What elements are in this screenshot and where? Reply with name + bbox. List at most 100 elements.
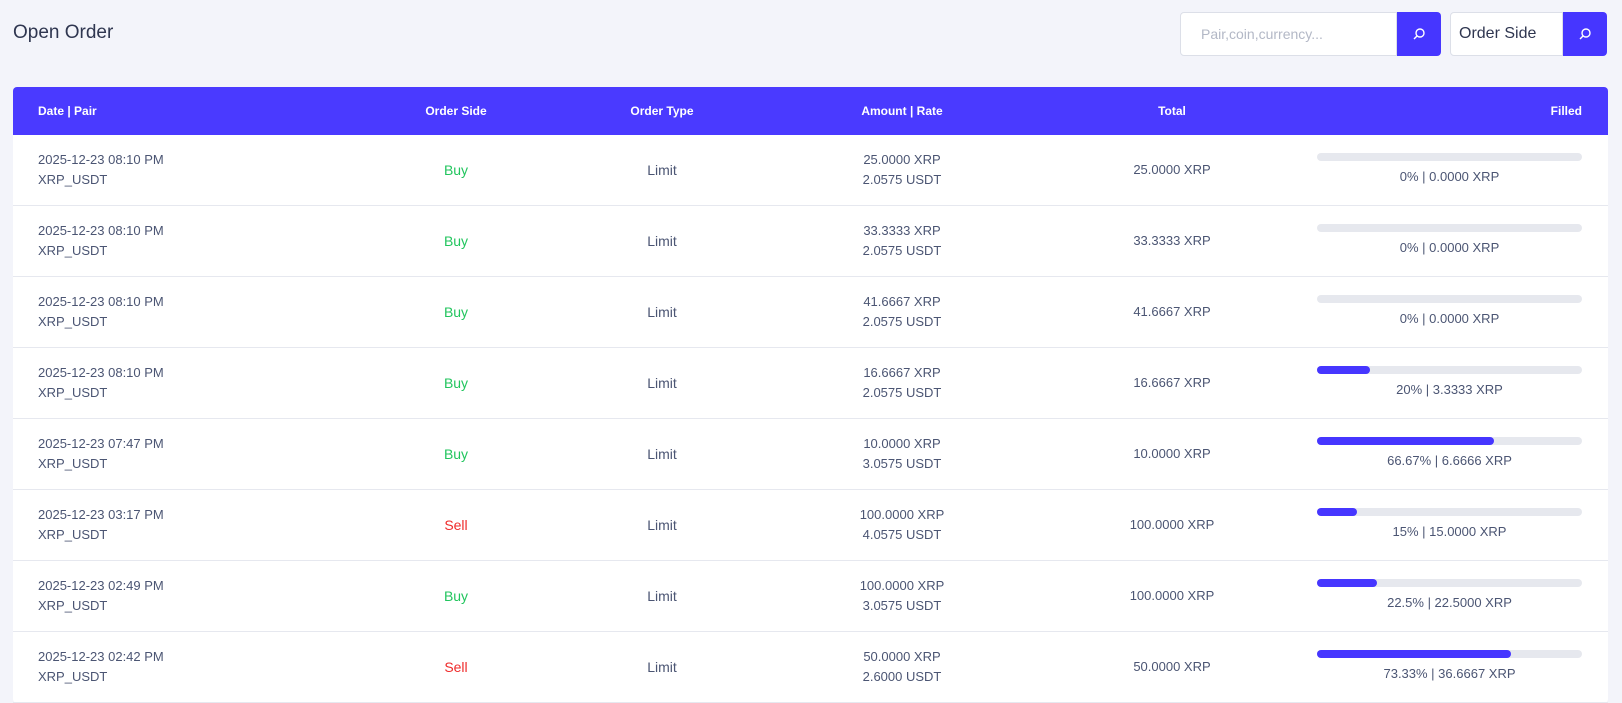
order-pair: XRP_USDT [38, 172, 108, 187]
column-header: Filled [1317, 87, 1582, 135]
date-pair-cell: 2025-12-23 02:42 PM XRP_USDT [38, 632, 164, 702]
filled-label: 22.5% | 22.5000 XRP [1387, 595, 1512, 610]
column-header: Date | Pair [38, 87, 97, 135]
total-cell: 50.0000 XRP [1072, 632, 1272, 702]
order-pair: XRP_USDT [38, 456, 108, 471]
progress-track [1317, 579, 1582, 587]
total-cell: 16.6667 XRP [1072, 348, 1272, 418]
side-cell: Buy [356, 561, 556, 631]
search-button[interactable] [1397, 12, 1441, 56]
filled-cell: 22.5% | 22.5000 XRP [1317, 561, 1582, 631]
progress-track [1317, 295, 1582, 303]
search-input[interactable]: Pair,coin,currency... [1180, 12, 1397, 56]
column-header: Amount | Rate [802, 87, 1002, 135]
order-rate: 4.0575 USDT [862, 527, 942, 542]
order-amount: 50.0000 XRP [863, 649, 941, 664]
total-cell: 25.0000 XRP [1072, 135, 1272, 205]
progress-track [1317, 437, 1582, 445]
order-type: Limit [647, 233, 677, 249]
order-date: 2025-12-23 08:10 PM [38, 365, 164, 380]
amount-rate-cell: 100.0000 XRP 3.0575 USDT [802, 561, 1002, 631]
order-pair: XRP_USDT [38, 314, 108, 329]
date-pair-cell: 2025-12-23 03:17 PM XRP_USDT [38, 490, 164, 560]
page: Open Order Pair,coin,currency... Order S… [13, 12, 1608, 703]
type-cell: Limit [562, 277, 762, 347]
filled-cell: 73.33% | 36.6667 XRP [1317, 632, 1582, 702]
order-row: 2025-12-23 03:17 PM XRP_USDT Sell Limit 100.… [13, 490, 1608, 561]
date-pair-cell: 2025-12-23 08:10 PM XRP_USDT [38, 348, 164, 418]
order-pair: XRP_USDT [38, 527, 108, 542]
type-cell: Limit [562, 490, 762, 560]
total-cell: 41.6667 XRP [1072, 277, 1272, 347]
order-date: 2025-12-23 02:42 PM [38, 649, 164, 664]
order-date: 2025-12-23 08:10 PM [38, 152, 164, 167]
column-header: Total [1072, 87, 1272, 135]
order-side: Buy [443, 588, 469, 604]
order-row: 2025-12-23 08:10 PM XRP_USDT Buy Limit 41.66… [13, 277, 1608, 348]
amount-rate-cell: 25.0000 XRP 2.0575 USDT [802, 135, 1002, 205]
progress-track [1317, 224, 1582, 232]
order-row: 2025-12-23 02:42 PM XRP_USDT Sell Limit 50.0… [13, 632, 1608, 703]
order-amount: 25.0000 XRP [863, 152, 941, 167]
total-cell: 10.0000 XRP [1072, 419, 1272, 489]
order-date: 2025-12-23 07:47 PM [38, 436, 164, 451]
type-cell: Limit [562, 632, 762, 702]
type-cell: Limit [562, 135, 762, 205]
amount-rate-cell: 10.0000 XRP 3.0575 USDT [802, 419, 1002, 489]
type-cell: Limit [562, 206, 762, 276]
order-type: Limit [647, 517, 677, 533]
order-pair: XRP_USDT [38, 598, 108, 613]
order-side: Buy [443, 375, 469, 391]
order-rate: 2.0575 USDT [862, 243, 942, 258]
filled-label: 73.33% | 36.6667 XRP [1383, 666, 1516, 681]
filled-cell: 0% | 0.0000 XRP [1317, 277, 1582, 347]
column-title: Filled [1550, 104, 1582, 118]
type-cell: Limit [562, 419, 762, 489]
filled-label: 0% | 0.0000 XRP [1399, 240, 1500, 255]
order-type: Limit [647, 162, 677, 178]
side-cell: Buy [356, 206, 556, 276]
column-header: Order Type [562, 87, 762, 135]
order-row: 2025-12-23 07:47 PM XRP_USDT Buy Limit 10.00… [13, 419, 1608, 490]
order-rate: 2.0575 USDT [862, 314, 942, 329]
progress-track [1317, 650, 1582, 658]
order-rate: 3.0575 USDT [862, 456, 942, 471]
total-cell: 100.0000 XRP [1072, 561, 1272, 631]
order-rate: 2.0575 USDT [862, 172, 942, 187]
progress-fill [1317, 508, 1357, 516]
table-header: Date | Pair Order Side Order Type Amount | … [13, 87, 1608, 135]
date-pair-cell: 2025-12-23 08:10 PM XRP_USDT [38, 135, 164, 205]
amount-rate-cell: 50.0000 XRP 2.6000 USDT [802, 632, 1002, 702]
total-cell: 33.3333 XRP [1072, 206, 1272, 276]
date-pair-cell: 2025-12-23 08:10 PM XRP_USDT [38, 277, 164, 347]
order-type: Limit [647, 446, 677, 462]
filled-label: 66.67% | 6.6666 XRP [1387, 453, 1512, 468]
order-side-select[interactable]: Order Side [1450, 12, 1563, 56]
order-type: Limit [647, 375, 677, 391]
total-cell: 100.0000 XRP [1072, 490, 1272, 560]
order-rate: 2.0575 USDT [862, 385, 942, 400]
order-pair: XRP_USDT [38, 243, 108, 258]
column-title: Order Side [425, 104, 487, 118]
column-title: Amount | Rate [861, 104, 943, 118]
amount-rate-cell: 16.6667 XRP 2.0575 USDT [802, 348, 1002, 418]
order-amount: 41.6667 XRP [863, 294, 941, 309]
order-type: Limit [647, 304, 677, 320]
side-cell: Buy [356, 277, 556, 347]
order-total: 10.0000 XRP [1133, 446, 1211, 461]
progress-track [1317, 366, 1582, 374]
order-amount: 33.3333 XRP [863, 223, 941, 238]
date-pair-cell: 2025-12-23 07:47 PM XRP_USDT [38, 419, 164, 489]
order-total: 50.0000 XRP [1133, 659, 1211, 674]
progress-track [1317, 153, 1582, 161]
filter-button[interactable] [1563, 12, 1607, 56]
order-row: 2025-12-23 08:10 PM XRP_USDT Buy Limit 33.33… [13, 206, 1608, 277]
progress-fill [1317, 579, 1377, 587]
page-title: Open Order [13, 22, 114, 43]
filled-label: 20% | 3.3333 XRP [1396, 382, 1503, 397]
filled-cell: 66.67% | 6.6666 XRP [1317, 419, 1582, 489]
side-cell: Buy [356, 419, 556, 489]
order-amount: 16.6667 XRP [863, 365, 941, 380]
orders-table: Date | Pair Order Side Order Type Amount | … [13, 87, 1608, 703]
column-header: Order Side [356, 87, 556, 135]
